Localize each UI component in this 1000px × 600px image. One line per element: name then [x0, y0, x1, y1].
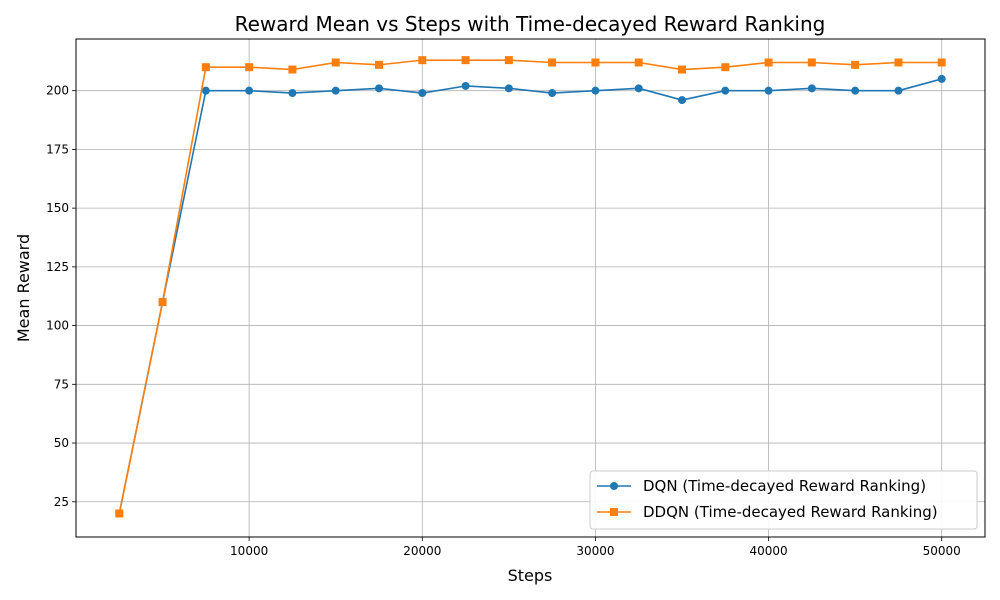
- y-tick-label-4: 125: [46, 260, 69, 274]
- series-1-point-18: [894, 58, 903, 67]
- chart-title: Reward Mean vs Steps with Time-decayed R…: [235, 12, 826, 36]
- x-tick-label-3: 40000: [749, 544, 787, 558]
- series-0-line: [118, 78, 942, 514]
- series-1-point-13: [678, 65, 686, 74]
- series-0-point-17: [851, 86, 860, 95]
- series-1-point-14: [721, 63, 730, 72]
- x-axis: 10000 20000 30000 40000 50000: [230, 537, 961, 558]
- y-tick-label-0: 25: [54, 495, 69, 509]
- series-1-line: [118, 59, 942, 514]
- x-tick-label-0: 10000: [230, 544, 268, 558]
- series-1-point-8: [461, 56, 470, 65]
- series-0-point-5: [331, 86, 340, 95]
- series-0-point-8: [461, 81, 470, 90]
- plot-area-frame: [75, 38, 986, 538]
- series-layer: [115, 56, 946, 518]
- series-1-point-16: [807, 58, 816, 67]
- series-0-point-4: [288, 89, 297, 98]
- x-axis-title: Steps: [508, 566, 553, 585]
- grid: [76, 39, 985, 537]
- series-0-point-15: [764, 86, 773, 95]
- series-1-point-1: [158, 298, 167, 307]
- y-tick-label-7: 200: [46, 84, 69, 98]
- x-tick-label-1: 20000: [403, 544, 441, 558]
- series-1-point-4: [288, 65, 297, 74]
- series-1: [115, 56, 946, 518]
- y-tick-label-6: 175: [46, 142, 69, 156]
- series-0: [115, 74, 946, 518]
- series-0-point-12: [634, 84, 643, 93]
- series-1-point-9: [504, 56, 513, 65]
- series-0-point-2: [201, 86, 210, 95]
- legend-marker-dqn: [610, 482, 618, 490]
- series-0-point-14: [721, 86, 730, 95]
- legend-marker-ddqn: [610, 508, 618, 516]
- series-1-point-3: [245, 63, 254, 72]
- series-0-point-18: [894, 86, 903, 95]
- series-0-point-10: [548, 89, 557, 98]
- series-1-point-11: [591, 58, 600, 67]
- y-tick-label-1: 50: [54, 436, 69, 450]
- y-tick-label-5: 150: [46, 201, 69, 215]
- series-0-point-19: [937, 74, 946, 83]
- x-tick-label-2: 30000: [576, 544, 614, 558]
- series-1-point-0: [115, 509, 124, 518]
- series-0-point-6: [375, 84, 383, 93]
- series-1-point-17: [851, 60, 860, 69]
- series-0-point-7: [418, 89, 427, 98]
- series-0-point-9: [504, 84, 513, 93]
- series-0-point-3: [245, 86, 254, 95]
- series-0-point-13: [678, 96, 686, 105]
- x-tick-label-4: 50000: [923, 544, 961, 558]
- y-tick-label-2: 75: [54, 377, 69, 391]
- series-1-point-12: [634, 58, 643, 67]
- series-1-point-19: [937, 58, 946, 67]
- legend: DQN (Time-decayed Reward Ranking) DDQN (…: [589, 470, 978, 530]
- legend-box: [589, 470, 978, 530]
- series-0-point-11: [591, 86, 600, 95]
- y-axis-title: Mean Reward: [14, 234, 33, 342]
- y-tick-label-3: 100: [46, 319, 69, 333]
- series-1-point-7: [418, 56, 427, 65]
- legend-label-ddqn: DDQN (Time-decayed Reward Ranking): [643, 503, 938, 521]
- series-0-point-16: [807, 84, 816, 93]
- series-1-point-15: [764, 58, 773, 67]
- y-axis: 25 50 75 100 125 150 175 200: [46, 84, 76, 509]
- series-1-point-6: [375, 60, 383, 69]
- legend-label-dqn: DQN (Time-decayed Reward Ranking): [643, 477, 926, 495]
- series-1-point-2: [201, 63, 210, 72]
- series-1-point-10: [548, 58, 557, 67]
- series-1-point-5: [331, 58, 340, 67]
